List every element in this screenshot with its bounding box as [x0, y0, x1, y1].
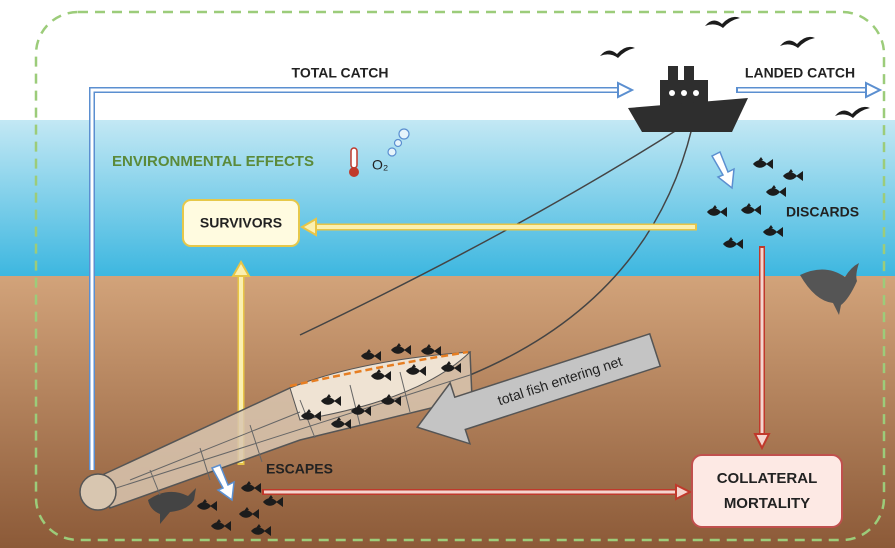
oxygen-label: O₂: [372, 157, 388, 173]
thermometer: [349, 148, 359, 177]
diagram: TOTAL CATCH LANDED CATCH ENVIRONMENTAL E…: [0, 0, 895, 548]
discards-label: DISCARDS: [786, 204, 859, 220]
mortality-box: [692, 455, 842, 527]
landed-catch-label: LANDED CATCH: [745, 65, 855, 81]
total-catch-label: TOTAL CATCH: [292, 65, 389, 81]
escapes-label: ESCAPES: [266, 461, 333, 477]
mortality-label: COLLATERAL: [717, 470, 818, 487]
mortality-label: MORTALITY: [724, 495, 810, 512]
environmental-effects-label: ENVIRONMENTAL EFFECTS: [112, 153, 314, 170]
survivors-label: SURVIVORS: [200, 215, 282, 231]
